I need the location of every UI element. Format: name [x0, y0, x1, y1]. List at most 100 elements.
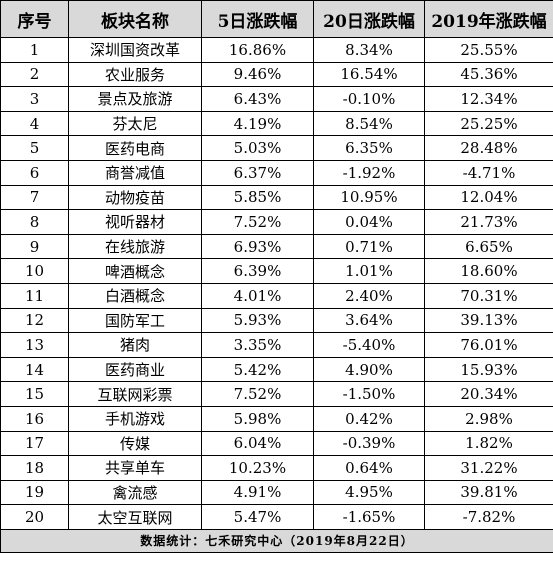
table-row: 2 农业服务 9.46% 16.54% 45.36%: [0, 61, 553, 88]
cell-index: 9: [0, 233, 69, 260]
cell-20day-change: 2.40%: [313, 282, 425, 309]
cell-sector-name: 手机游戏: [68, 405, 202, 432]
cell-20day-change: -0.10%: [313, 86, 425, 112]
cell-index: 6: [0, 159, 69, 186]
table-body: 1 深圳国资改革 16.86% 8.34% 25.55% 2 农业服务 9.46% 16.54%…: [0, 37, 553, 530]
cell-5day-change: 6.39%: [201, 258, 314, 284]
cell-20day-change: 8.54%: [313, 110, 425, 137]
cell-5day-change: 3.35%: [201, 332, 314, 358]
cell-index: 18: [0, 455, 69, 481]
cell-sector-name: 传媒: [68, 430, 202, 457]
cell-sector-name: 芬太尼: [68, 110, 202, 137]
cell-20day-change: -1.65%: [313, 504, 425, 530]
cell-sector-name: 白酒概念: [68, 282, 202, 309]
cell-2019-change: 45.36%: [424, 61, 553, 88]
cell-20day-change: 8.34%: [313, 37, 425, 63]
table-row: 17 传媒 6.04% -0.39% 1.82%: [0, 430, 553, 457]
header-20day-change: 20日涨跌幅: [313, 0, 425, 38]
table-row: 9 在线旅游 6.93% 0.71% 6.65%: [0, 233, 553, 260]
cell-20day-change: 4.90%: [313, 356, 425, 383]
cell-index: 4: [0, 110, 69, 137]
cell-2019-change: 6.65%: [424, 233, 553, 260]
cell-5day-change: 4.19%: [201, 110, 314, 137]
cell-5day-change: 16.86%: [201, 37, 314, 63]
cell-5day-change: 5.47%: [201, 504, 314, 530]
table-row: 11 白酒概念 4.01% 2.40% 70.31%: [0, 282, 553, 309]
cell-5day-change: 6.04%: [201, 430, 314, 457]
table-row: 1 深圳国资改革 16.86% 8.34% 25.55%: [0, 37, 553, 63]
cell-sector-name: 国防军工: [68, 307, 202, 334]
table-row: 12 国防军工 5.93% 3.64% 39.13%: [0, 307, 553, 334]
cell-index: 11: [0, 282, 69, 309]
cell-20day-change: 0.42%: [313, 405, 425, 432]
cell-2019-change: 39.81%: [424, 479, 553, 506]
cell-2019-change: -4.71%: [424, 159, 553, 186]
cell-index: 15: [0, 381, 69, 407]
cell-index: 8: [0, 209, 69, 235]
header-5day-change: 5日涨跌幅: [201, 0, 314, 38]
table-row: 15 互联网彩票 7.52% -1.50% 20.34%: [0, 381, 553, 407]
cell-index: 1: [0, 37, 69, 63]
table-row: 16 手机游戏 5.98% 0.42% 2.98%: [0, 405, 553, 432]
cell-sector-name: 禽流感: [68, 479, 202, 506]
cell-2019-change: 28.48%: [424, 135, 553, 161]
cell-sector-name: 医药商业: [68, 356, 202, 383]
cell-5day-change: 4.01%: [201, 282, 314, 309]
cell-2019-change: 70.31%: [424, 282, 553, 309]
table-row: 18 共享单车 10.23% 0.64% 31.22%: [0, 455, 553, 481]
table-row: 6 商誉减值 6.37% -1.92% -4.71%: [0, 159, 553, 186]
cell-index: 2: [0, 61, 69, 88]
cell-sector-name: 共享单车: [68, 455, 202, 481]
cell-sector-name: 景点及旅游: [68, 86, 202, 112]
header-sector-name: 板块名称: [68, 0, 202, 38]
cell-20day-change: -1.50%: [313, 381, 425, 407]
cell-index: 12: [0, 307, 69, 334]
cell-index: 20: [0, 504, 69, 530]
cell-2019-change: 25.25%: [424, 110, 553, 137]
table-row: 3 景点及旅游 6.43% -0.10% 12.34%: [0, 86, 553, 112]
cell-20day-change: 0.64%: [313, 455, 425, 481]
cell-20day-change: 16.54%: [313, 61, 425, 88]
cell-5day-change: 7.52%: [201, 381, 314, 407]
table-row: 8 视听器材 7.52% 0.04% 21.73%: [0, 209, 553, 235]
cell-5day-change: 5.98%: [201, 405, 314, 432]
cell-5day-change: 6.43%: [201, 86, 314, 112]
header-2019-change: 2019年涨跌幅: [424, 0, 553, 38]
cell-index: 13: [0, 332, 69, 358]
cell-sector-name: 互联网彩票: [68, 381, 202, 407]
cell-5day-change: 5.42%: [201, 356, 314, 383]
cell-index: 19: [0, 479, 69, 506]
cell-20day-change: 6.35%: [313, 135, 425, 161]
table-row: 5 医药电商 5.03% 6.35% 28.48%: [0, 135, 553, 161]
cell-20day-change: 0.04%: [313, 209, 425, 235]
cell-20day-change: -0.39%: [313, 430, 425, 457]
footer-row: 数据统计：七禾研究中心（2019年8月22日）: [0, 528, 553, 553]
cell-20day-change: 0.71%: [313, 233, 425, 260]
cell-5day-change: 5.85%: [201, 184, 314, 211]
cell-20day-change: -1.92%: [313, 159, 425, 186]
cell-2019-change: 18.60%: [424, 258, 553, 284]
cell-2019-change: -7.82%: [424, 504, 553, 530]
table-row: 14 医药商业 5.42% 4.90% 15.93%: [0, 356, 553, 383]
cell-sector-name: 太空互联网: [68, 504, 202, 530]
cell-20day-change: -5.40%: [313, 332, 425, 358]
cell-5day-change: 6.93%: [201, 233, 314, 260]
cell-2019-change: 25.55%: [424, 37, 553, 63]
cell-2019-change: 12.34%: [424, 86, 553, 112]
cell-5day-change: 5.93%: [201, 307, 314, 334]
cell-sector-name: 商誉减值: [68, 159, 202, 186]
data-source-note: 数据统计：七禾研究中心（2019年8月22日）: [0, 528, 553, 553]
table-footer: 数据统计：七禾研究中心（2019年8月22日）: [0, 528, 553, 553]
cell-2019-change: 76.01%: [424, 332, 553, 358]
cell-2019-change: 1.82%: [424, 430, 553, 457]
table-row: 13 猪肉 3.35% -5.40% 76.01%: [0, 332, 553, 358]
cell-5day-change: 9.46%: [201, 61, 314, 88]
table-row: 7 动物疫苗 5.85% 10.95% 12.04%: [0, 184, 553, 211]
table-row: 10 啤酒概念 6.39% 1.01% 18.60%: [0, 258, 553, 284]
cell-5day-change: 4.91%: [201, 479, 314, 506]
cell-sector-name: 农业服务: [68, 61, 202, 88]
cell-sector-name: 猪肉: [68, 332, 202, 358]
cell-2019-change: 39.13%: [424, 307, 553, 334]
